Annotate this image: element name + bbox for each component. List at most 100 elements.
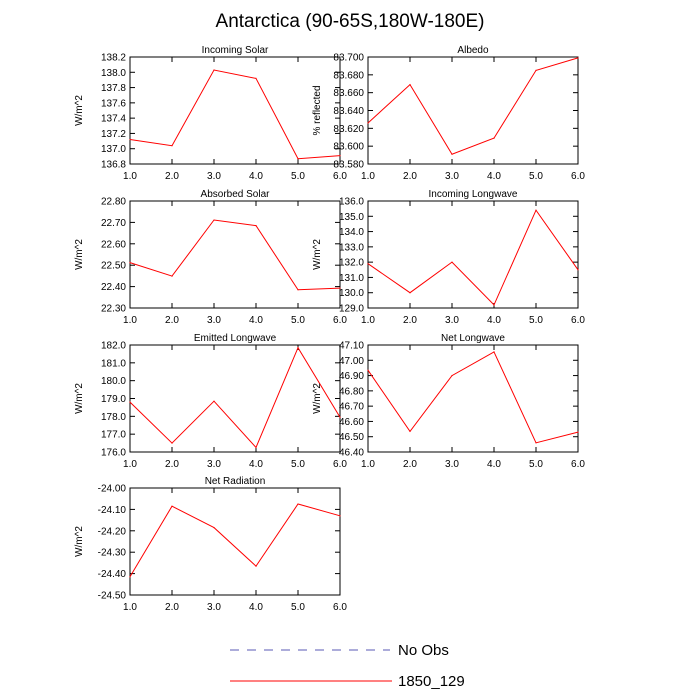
x-tick-label: 2.0 [403,459,417,470]
panel-title: Net Longwave [441,333,505,344]
y-tick-label: 138.2 [101,53,126,64]
y-tick-label: 46.70 [339,402,364,413]
panel-title: Emitted Longwave [194,333,277,344]
y-tick-label: 22.80 [101,197,126,208]
y-tick-label: 178.0 [101,412,126,423]
series-line-1850_129 [129,219,341,291]
y-tick-label: 22.30 [101,304,126,315]
data-point [297,158,299,160]
x-tick-label: 2.0 [165,459,179,470]
x-tick-label: 1.0 [361,459,375,470]
y-tick-label: 138.0 [101,68,126,79]
series-line-1850_129 [367,351,579,444]
panel-5: Emitted Longwave 1.0 2.0 3.0 4.0 5.0 6.0 176.0 1… [74,333,347,470]
y-tick-label: 132.0 [339,258,364,269]
x-tick-label: 3.0 [445,459,459,470]
x-tick-label: 2.0 [403,315,417,326]
x-tick-label: 5.0 [291,315,305,326]
y-axis-label: W/m^2 [74,95,85,126]
data-point [297,289,299,291]
y-tick-label: 46.40 [339,448,364,459]
x-tick-label: 5.0 [529,171,543,182]
x-tick-label: 1.0 [123,171,137,182]
data-point [577,431,579,433]
legend-1850-129-label: 1850_129 [398,673,465,690]
y-tick-label: 137.2 [101,129,126,140]
x-tick-label: 5.0 [529,315,543,326]
series-line-1850_129 [367,57,579,155]
data-point [339,416,341,418]
y-axis-label: W/m^2 [74,383,85,414]
panel-title: Albedo [457,45,489,56]
data-point [451,153,453,155]
data-point [535,209,537,211]
x-tick-label: 2.0 [165,171,179,182]
y-tick-label: 83.700 [333,53,364,64]
series-line-1850_129 [367,209,579,306]
y-tick-label: 179.0 [101,394,126,405]
y-tick-label: 22.40 [101,282,126,293]
panel-3: Absorbed Solar 1.0 2.0 3.0 4.0 5.0 6.0 22.30 22.… [74,189,347,326]
data-point [213,526,215,529]
data-point [129,138,131,141]
data-point [297,347,299,349]
y-tick-label: 22.70 [101,218,126,229]
y-axis-label: W/m^2 [312,383,323,414]
y-tick-label: 176.0 [101,448,126,459]
x-tick-label: 3.0 [207,602,221,613]
y-tick-label: -24.10 [98,505,127,516]
x-tick-label: 4.0 [249,459,263,470]
data-point [451,374,453,377]
panel-title: Absorbed Solar [201,189,271,200]
x-tick-label: 6.0 [571,459,585,470]
x-tick-label: 4.0 [487,171,501,182]
data-point [171,145,173,147]
data-point [129,262,131,264]
y-tick-label: 129.0 [339,304,364,315]
y-tick-label: 46.80 [339,386,364,397]
plot-frame [129,487,341,596]
y-tick-label: -24.40 [98,569,127,580]
data-point [129,401,131,403]
x-tick-label: 4.0 [487,315,501,326]
data-point [493,137,495,139]
data-point [339,515,341,517]
y-tick-label: 133.0 [339,242,364,253]
y-axis-label: % reflected [312,85,323,135]
panel-7: Net Radiation 1.0 2.0 3.0 4.0 5.0 6.0 -24.50 -24… [74,476,347,613]
x-tick-label: 5.0 [291,602,305,613]
y-axis-label: W/m^2 [74,526,85,557]
x-tick-label: 3.0 [445,315,459,326]
y-tick-label: -24.30 [98,548,127,559]
y-tick-label: 22.60 [101,239,126,250]
y-tick-label: -24.20 [98,526,127,537]
x-tick-label: 1.0 [123,315,137,326]
y-tick-label: 181.0 [101,358,126,369]
data-point [171,275,173,277]
plot-frame [129,56,341,165]
panel-title: Incoming Solar [202,45,269,56]
x-tick-label: 3.0 [445,171,459,182]
y-tick-label: 46.60 [339,417,364,428]
x-tick-label: 4.0 [249,171,263,182]
figure-title: Antarctica (90-65S,180W-180E) [216,11,485,32]
x-tick-label: 2.0 [165,602,179,613]
y-tick-label: 83.640 [333,106,364,117]
y-tick-label: 83.620 [333,124,364,135]
data-point [213,219,215,221]
data-point [367,122,369,124]
panel-title: Incoming Longwave [429,189,518,200]
data-point [297,503,299,505]
y-tick-label: 180.0 [101,376,126,387]
y-tick-label: 137.8 [101,83,126,94]
data-point [367,263,369,265]
x-tick-label: 3.0 [207,315,221,326]
x-tick-label: 6.0 [333,459,347,470]
x-tick-label: 6.0 [333,171,347,182]
series-line-1850_129 [129,346,341,449]
data-point [339,154,341,157]
y-tick-label: 83.580 [333,160,364,171]
y-tick-label: 130.0 [339,288,364,299]
